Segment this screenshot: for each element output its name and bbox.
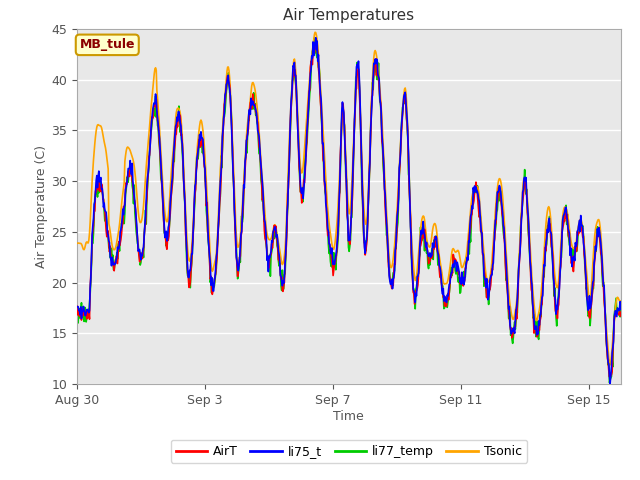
li77_temp [73, 312, 81, 318]
li77_temp [355, 78, 363, 84]
AirT [355, 82, 363, 87]
Line: Tsonic: Tsonic [77, 32, 621, 365]
li75_t [312, 35, 319, 41]
Tsonic [401, 85, 409, 91]
Tsonic [617, 298, 625, 304]
li77_temp [605, 380, 613, 385]
Tsonic [135, 214, 143, 220]
AirT [490, 250, 497, 256]
Line: li77_temp: li77_temp [77, 38, 621, 383]
AirT [617, 313, 625, 319]
li75_t [183, 253, 191, 259]
li75_t [401, 89, 409, 95]
AirT [73, 303, 81, 309]
li75_t [355, 72, 363, 77]
AirT [311, 40, 319, 46]
Tsonic [606, 362, 614, 368]
li77_temp [617, 306, 625, 312]
li75_t [490, 260, 497, 266]
Tsonic [147, 115, 154, 120]
AirT [605, 374, 613, 380]
li77_temp [401, 101, 409, 107]
li77_temp [310, 35, 318, 41]
Tsonic [490, 239, 497, 245]
Line: li75_t: li75_t [77, 38, 621, 384]
Tsonic [355, 76, 363, 82]
Line: AirT: AirT [77, 43, 621, 377]
Tsonic [73, 240, 81, 246]
li75_t [73, 304, 81, 310]
AirT [183, 251, 191, 257]
AirT [147, 142, 154, 147]
AirT [135, 252, 143, 257]
Tsonic [183, 236, 191, 242]
Title: Air Temperatures: Air Temperatures [284, 9, 414, 24]
li77_temp [135, 250, 143, 256]
li75_t [147, 142, 154, 147]
li75_t [135, 247, 143, 253]
Tsonic [311, 29, 319, 35]
Y-axis label: Air Temperature (C): Air Temperature (C) [35, 145, 49, 268]
li75_t [617, 307, 625, 312]
li75_t [606, 381, 614, 386]
li77_temp [490, 248, 497, 254]
Legend: AirT, li75_t, li77_temp, Tsonic: AirT, li75_t, li77_temp, Tsonic [170, 440, 527, 463]
AirT [401, 91, 409, 97]
li77_temp [147, 136, 154, 142]
X-axis label: Time: Time [333, 409, 364, 422]
li77_temp [183, 264, 191, 270]
Text: MB_tule: MB_tule [79, 38, 135, 51]
